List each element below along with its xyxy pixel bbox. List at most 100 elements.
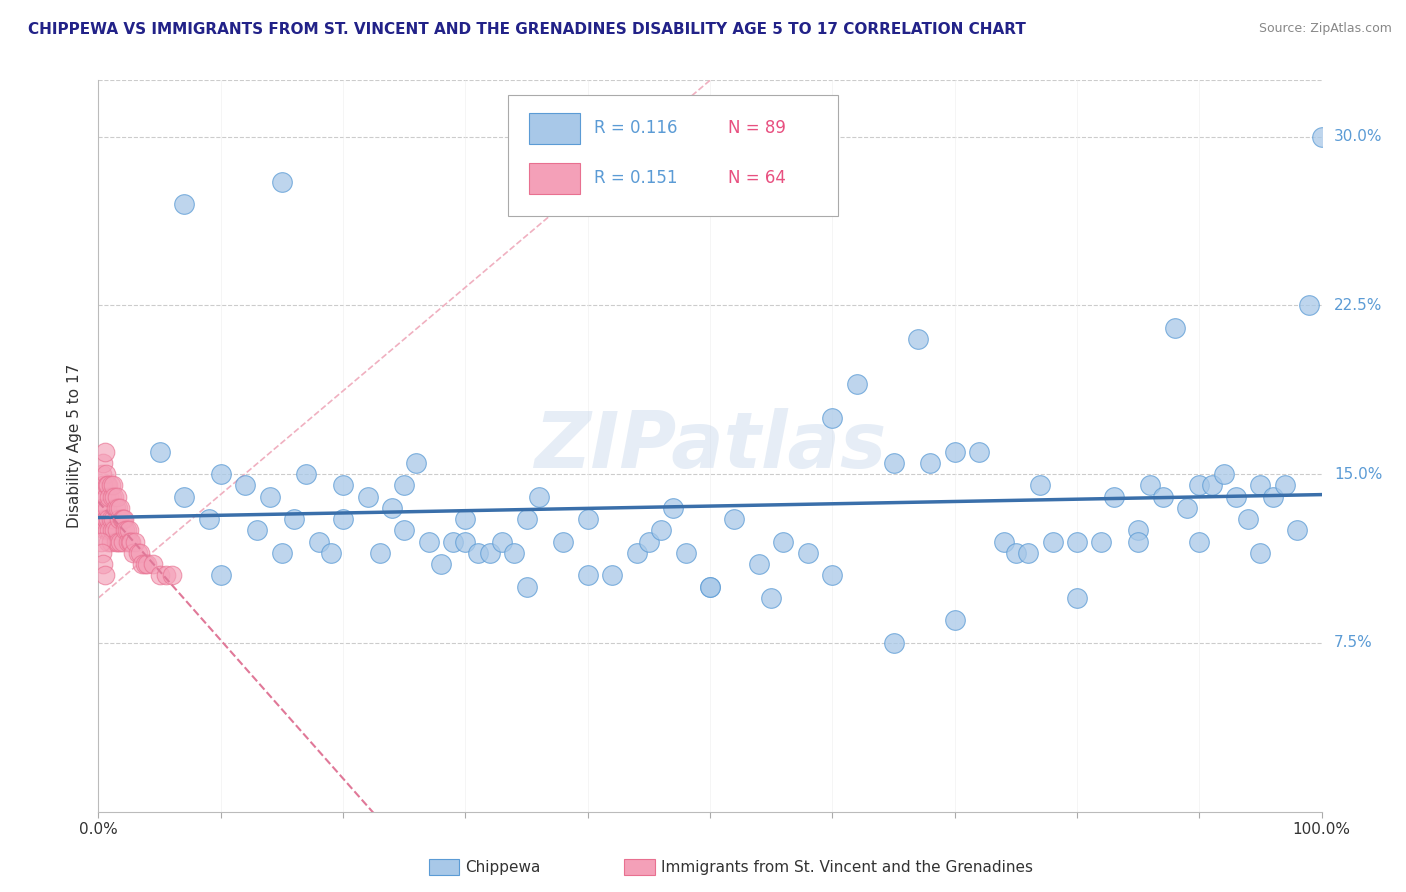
Point	[149, 444, 172, 458]
Point	[1249, 546, 1271, 560]
Point	[120, 534, 142, 549]
Point	[920, 456, 942, 470]
Point	[1286, 524, 1309, 538]
Point	[967, 444, 990, 458]
Point	[1188, 478, 1211, 492]
Point	[118, 524, 141, 538]
Point	[114, 524, 136, 538]
Point	[478, 546, 501, 560]
Point	[1274, 478, 1296, 492]
Point	[1066, 591, 1088, 605]
Point	[94, 467, 117, 482]
Point	[430, 557, 453, 571]
Point	[110, 500, 132, 515]
Text: 30.0%: 30.0%	[1334, 129, 1382, 144]
Text: R = 0.116: R = 0.116	[593, 119, 678, 136]
Point	[105, 490, 128, 504]
Point	[111, 512, 134, 526]
Point	[943, 614, 966, 628]
Point	[110, 534, 132, 549]
Point	[91, 467, 114, 482]
Point	[91, 456, 114, 470]
Point	[91, 512, 114, 526]
Point	[101, 478, 124, 492]
Text: Chippewa: Chippewa	[465, 860, 541, 875]
Point	[576, 512, 599, 526]
FancyBboxPatch shape	[429, 859, 460, 875]
Point	[1310, 129, 1333, 144]
Point	[117, 534, 139, 549]
Point	[491, 534, 513, 549]
Point	[454, 534, 477, 549]
Point	[246, 524, 269, 538]
Point	[112, 512, 135, 526]
Point	[381, 500, 404, 515]
Point	[503, 546, 526, 560]
Point	[1298, 298, 1320, 312]
Point	[155, 568, 177, 582]
Point	[97, 534, 120, 549]
Point	[173, 490, 195, 504]
Point	[821, 410, 844, 425]
Point	[111, 512, 134, 526]
Text: N = 64: N = 64	[728, 169, 786, 186]
Point	[101, 490, 124, 504]
Point	[93, 524, 115, 538]
Point	[270, 175, 294, 189]
Point	[90, 534, 112, 549]
Point	[96, 500, 118, 515]
Point	[108, 512, 131, 526]
Point	[197, 512, 219, 526]
Point	[1225, 490, 1247, 504]
FancyBboxPatch shape	[508, 95, 838, 216]
Point	[699, 580, 721, 594]
Point	[149, 568, 172, 582]
Point	[662, 500, 685, 515]
Point	[91, 546, 114, 560]
Point	[368, 546, 391, 560]
Point	[104, 500, 127, 515]
Point	[907, 332, 929, 346]
Point	[93, 500, 115, 515]
Text: 15.0%: 15.0%	[1334, 467, 1382, 482]
Point	[104, 534, 127, 549]
Point	[1128, 534, 1150, 549]
Text: Immigrants from St. Vincent and the Grenadines: Immigrants from St. Vincent and the Gren…	[661, 860, 1033, 875]
Point	[467, 546, 489, 560]
Point	[91, 478, 114, 492]
Point	[124, 534, 146, 549]
Point	[392, 478, 416, 492]
Point	[332, 512, 354, 526]
Point	[101, 524, 124, 538]
Point	[134, 557, 156, 571]
Point	[650, 524, 672, 538]
Text: 22.5%: 22.5%	[1334, 298, 1382, 313]
FancyBboxPatch shape	[624, 859, 655, 875]
Point	[142, 557, 165, 571]
Point	[103, 524, 125, 538]
Point	[515, 512, 537, 526]
Point	[94, 512, 117, 526]
Point	[97, 478, 120, 492]
Point	[1128, 524, 1150, 538]
Point	[107, 534, 129, 549]
Point	[173, 197, 195, 211]
Point	[1188, 534, 1211, 549]
Point	[332, 478, 354, 492]
Point	[405, 456, 427, 470]
Point	[295, 467, 318, 482]
Point	[883, 456, 905, 470]
Point	[1017, 546, 1039, 560]
Point	[356, 490, 378, 504]
Y-axis label: Disability Age 5 to 17: Disability Age 5 to 17	[67, 364, 83, 528]
Text: Source: ZipAtlas.com: Source: ZipAtlas.com	[1258, 22, 1392, 36]
Point	[797, 546, 820, 560]
Point	[748, 557, 770, 571]
Point	[270, 546, 294, 560]
Point	[392, 524, 416, 538]
Point	[418, 534, 440, 549]
Point	[883, 636, 905, 650]
Point	[90, 512, 112, 526]
Point	[576, 568, 599, 582]
Point	[91, 557, 114, 571]
